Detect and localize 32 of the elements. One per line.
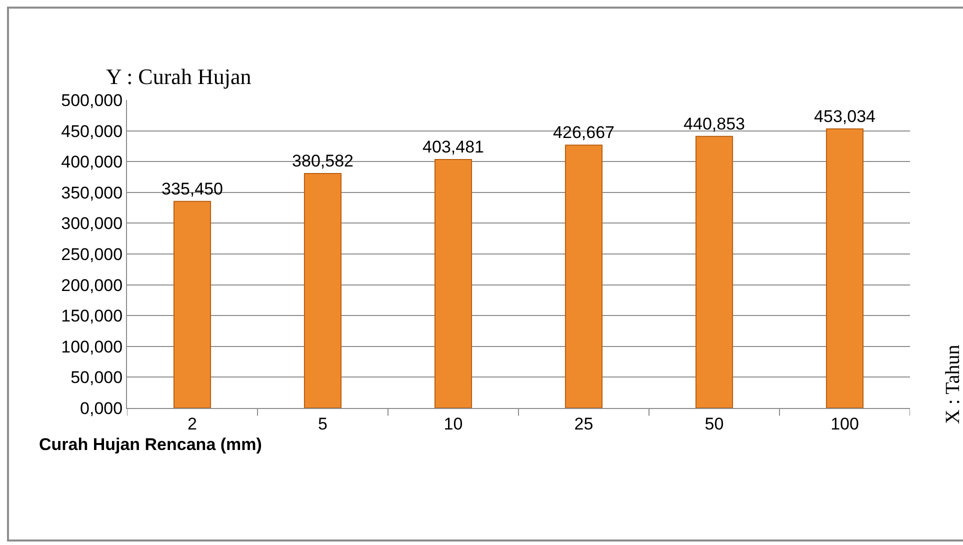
data-label: 335,450 [162,179,223,198]
bar [304,173,342,408]
bar [826,128,864,408]
y-tick-label: 50,000 [70,368,123,388]
y-tick-label: 350,000 [61,183,123,202]
bar [564,144,603,408]
x-tick-label: 25 [574,414,594,434]
y-axis-title: Y : Curah Hujan [106,64,252,89]
bar [434,158,472,408]
text: X : Tahun [942,344,963,424]
y-tick-label: 450,000 [61,122,123,141]
x-tick-label: 100 [830,414,859,434]
bar [173,200,212,408]
data-label: 426,667 [553,123,614,142]
x-tick-label: 10 [444,414,463,434]
y-tick-label: 150,000 [61,306,123,326]
y-tick-label: 400,000 [61,152,123,172]
x-tick-label: 5 [318,414,328,434]
y-tick-label: 0,000 [80,398,123,418]
data-label: 380,582 [292,152,354,171]
x-tick-label: 50 [704,414,724,434]
y-tick-label: 250,000 [61,244,123,264]
y-tick-label: 500,000 [61,90,123,110]
x-tick-label: 2 [188,414,197,434]
text: Curah Hujan Rencana (mm) [39,435,262,454]
y-tick-label: 300,000 [61,214,123,234]
data-label: 440,853 [684,114,745,134]
y-tick-label: 100,000 [61,337,123,356]
data-label: 403,481 [422,137,484,156]
bar [695,136,734,408]
y-tick-label: 200,000 [61,276,123,295]
data-label: 453,034 [814,106,876,126]
